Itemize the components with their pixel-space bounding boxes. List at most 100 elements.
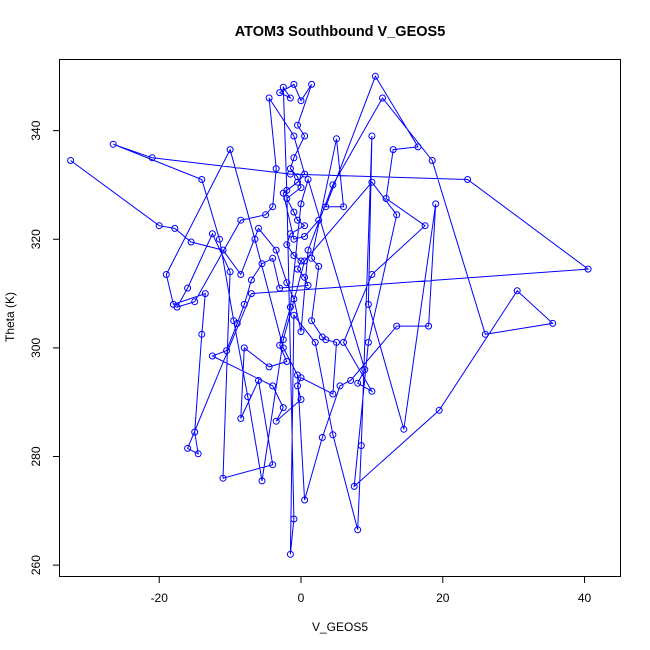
data-point xyxy=(584,265,592,273)
data-point xyxy=(269,254,277,262)
data-point xyxy=(290,235,298,243)
data-point xyxy=(216,235,223,243)
data-point xyxy=(361,366,369,374)
data-point xyxy=(247,276,255,284)
data-point xyxy=(226,268,234,276)
data-point xyxy=(290,132,298,140)
data-point xyxy=(255,377,262,384)
data-point xyxy=(301,273,309,281)
data-point xyxy=(276,341,284,349)
data-point xyxy=(258,260,266,268)
data-point xyxy=(67,157,75,164)
data-point xyxy=(286,94,294,102)
data-point xyxy=(308,317,316,325)
data-point xyxy=(301,257,309,265)
data-point xyxy=(226,146,234,154)
data-point xyxy=(329,431,337,439)
data-point xyxy=(162,271,170,278)
data-point xyxy=(286,550,294,558)
data-point xyxy=(297,184,305,192)
data-point xyxy=(240,300,248,308)
data-point xyxy=(368,178,376,186)
data-point xyxy=(297,97,305,105)
data-point xyxy=(368,387,376,395)
data-point xyxy=(425,322,433,330)
data-point xyxy=(340,203,347,211)
data-point xyxy=(219,474,227,482)
data-point xyxy=(354,526,362,534)
y-tick-label: 340 xyxy=(29,120,43,140)
data-point xyxy=(304,246,312,254)
axis-ticks: -20 0 20 40 260 280 300 320 340 xyxy=(29,120,592,605)
x-tick-label: 20 xyxy=(436,591,450,605)
data-point xyxy=(357,442,365,450)
data-point xyxy=(279,336,287,344)
data-point xyxy=(549,319,557,327)
data-point xyxy=(294,178,301,186)
data-point xyxy=(255,224,262,232)
data-point xyxy=(371,72,379,80)
data-point xyxy=(290,311,298,319)
data-point xyxy=(318,333,326,341)
data-point xyxy=(311,338,319,346)
y-tick-label: 280 xyxy=(29,446,43,466)
data-point xyxy=(201,290,209,298)
data-point xyxy=(301,496,309,504)
data-point xyxy=(290,252,298,259)
data-point xyxy=(301,222,309,230)
data-point xyxy=(286,303,294,311)
data-point xyxy=(237,415,245,422)
data-point xyxy=(173,303,181,311)
data-point xyxy=(382,195,390,202)
data-point xyxy=(329,390,337,398)
data-point xyxy=(208,230,216,238)
data-point xyxy=(297,257,305,265)
data-point xyxy=(187,238,195,246)
data-point xyxy=(329,181,337,189)
data-point xyxy=(464,176,472,183)
data-point xyxy=(400,425,408,433)
data-point xyxy=(304,281,312,289)
data-point xyxy=(272,246,280,254)
data-point xyxy=(223,347,231,355)
data-point xyxy=(290,295,298,303)
x-tick-label: 40 xyxy=(578,591,592,605)
plot-frame xyxy=(59,59,621,577)
data-point xyxy=(389,146,397,154)
data-point xyxy=(265,94,273,102)
data-point xyxy=(393,322,401,330)
data-point xyxy=(297,374,305,382)
series-points xyxy=(67,72,592,558)
data-point xyxy=(247,290,255,298)
data-point xyxy=(283,358,291,365)
data-point xyxy=(251,235,259,243)
data-point xyxy=(297,396,305,403)
data-point xyxy=(318,434,326,441)
data-point xyxy=(304,176,312,183)
data-point xyxy=(294,173,301,181)
data-point xyxy=(208,352,216,360)
data-point xyxy=(354,379,362,387)
x-axis-label: V_GEOS5 xyxy=(312,620,368,634)
data-point xyxy=(262,211,270,219)
data-point xyxy=(513,287,521,295)
data-point xyxy=(233,319,241,327)
data-point xyxy=(171,224,179,232)
data-point xyxy=(290,80,298,88)
data-point xyxy=(350,482,358,490)
chart-title: ATOM3 Southbound V_GEOS5 xyxy=(235,24,446,40)
y-tick-label: 320 xyxy=(29,229,43,249)
data-point xyxy=(315,216,323,224)
data-point xyxy=(272,417,280,425)
data-point xyxy=(272,165,280,173)
data-point xyxy=(286,230,294,238)
data-point xyxy=(308,80,316,88)
data-point xyxy=(283,195,291,202)
data-point xyxy=(347,377,355,384)
data-point xyxy=(315,262,323,270)
data-point xyxy=(191,428,199,436)
data-point xyxy=(276,284,284,292)
data-point xyxy=(283,241,291,249)
data-point xyxy=(219,246,227,254)
data-point xyxy=(258,477,266,485)
